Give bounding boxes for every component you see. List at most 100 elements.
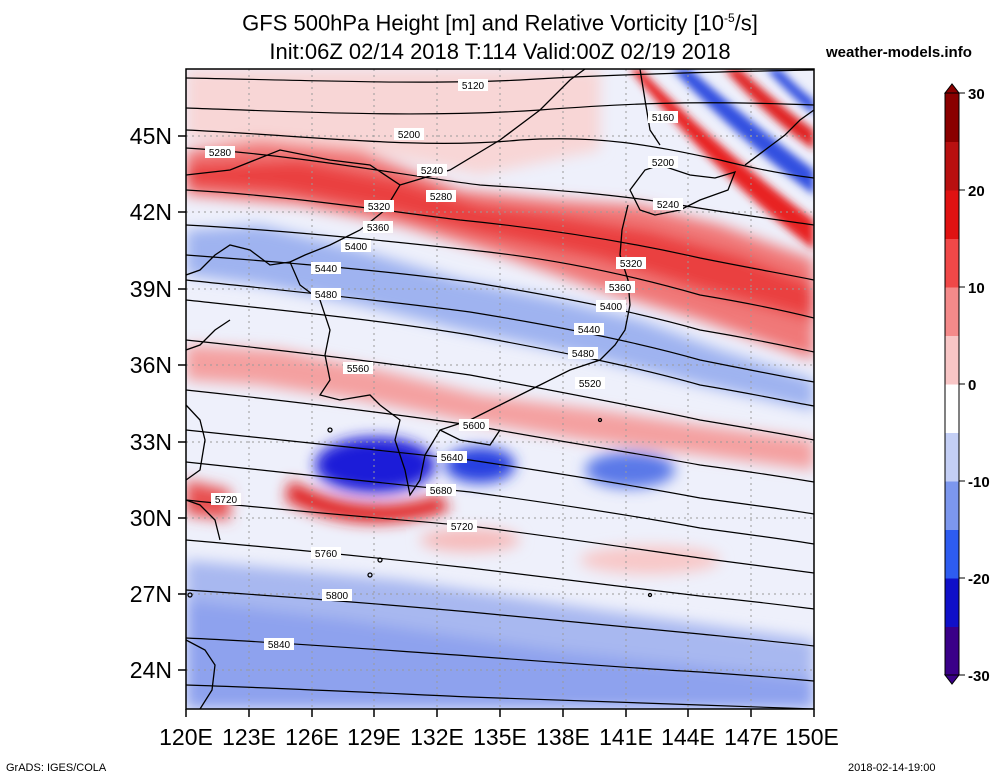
svg-text:5440: 5440	[578, 325, 601, 336]
contour-label: 5680	[426, 484, 456, 497]
colorbar-segment	[945, 529, 959, 579]
lat-label: 42N	[130, 199, 172, 225]
contour-label: 5760	[311, 547, 341, 560]
svg-text:5840: 5840	[268, 640, 291, 651]
chart-subtitle: Init:06Z 02/14 2018 T:114 Valid:00Z 02/1…	[269, 39, 731, 64]
svg-text:5240: 5240	[657, 200, 680, 211]
chart-title: GFS 500hPa Height [m] and Relative Vorti…	[242, 10, 758, 36]
lon-label: 120E	[159, 724, 213, 750]
contour-label: 5320	[364, 200, 394, 213]
svg-text:5400: 5400	[345, 242, 368, 253]
colorbar-label: 20	[968, 183, 985, 200]
height-contours	[186, 69, 814, 709]
svg-text:5200: 5200	[652, 158, 675, 169]
colorbar-segment	[945, 287, 959, 336]
contour-label: 5480	[568, 347, 598, 360]
svg-text:5160: 5160	[652, 113, 675, 124]
colorbar-label: 0	[968, 377, 976, 394]
contour-label: 5800	[322, 589, 352, 602]
colorbar-segment	[945, 335, 959, 385]
svg-text:5440: 5440	[315, 264, 338, 275]
colorbar-label: 10	[968, 280, 985, 297]
svg-text:5680: 5680	[430, 486, 453, 497]
svg-text:5560: 5560	[347, 364, 370, 375]
axis-ticks	[178, 135, 815, 717]
lat-label: 39N	[130, 276, 172, 302]
svg-text:5280: 5280	[430, 192, 453, 203]
contour-label: 5560	[343, 362, 373, 375]
svg-text:5200: 5200	[398, 130, 421, 141]
colorbar-segment	[945, 481, 959, 530]
latitude-labels: 45N 42N 39N 36N 33N 30N 27N 24N	[130, 123, 172, 683]
lon-label: 150E	[785, 724, 839, 750]
lon-label: 135E	[473, 724, 527, 750]
contour-label: 5200	[394, 128, 424, 141]
svg-text:5120: 5120	[462, 81, 485, 92]
footer-timestamp: 2018-02-14-19:00	[848, 762, 936, 774]
colorbar-segment	[945, 238, 959, 288]
contour-labels: 5120 5160 5200 5200 5240 5240 5280 5280 …	[205, 79, 683, 651]
contour-label: 5720	[211, 493, 241, 506]
colorbar-segment	[945, 432, 959, 482]
svg-text:5320: 5320	[620, 259, 643, 270]
svg-text:5240: 5240	[421, 166, 444, 177]
colorbar-segment	[945, 384, 959, 433]
colorbar-label: -30	[968, 668, 990, 685]
lon-label: 138E	[536, 724, 590, 750]
lat-label: 24N	[130, 657, 172, 683]
contour-label: 5360	[363, 221, 393, 234]
svg-text:5720: 5720	[215, 495, 238, 506]
svg-text:5760: 5760	[315, 549, 338, 560]
contour-label: 5360	[605, 281, 635, 294]
contour-label: 5400	[596, 300, 626, 313]
colorbar-top-arrow	[943, 83, 961, 94]
svg-text:5320: 5320	[368, 202, 391, 213]
colorbar-ticks	[959, 92, 965, 676]
contour-label: 5160	[648, 111, 678, 124]
lat-label: 27N	[130, 581, 172, 607]
contour-label: 5600	[459, 419, 489, 432]
contour-label: 5440	[574, 323, 604, 336]
contour-label: 5280	[205, 146, 235, 159]
contour-label: 5240	[417, 164, 447, 177]
contour-label: 5400	[341, 240, 371, 253]
contour-label: 5240	[653, 198, 683, 211]
lon-label: 141E	[599, 724, 653, 750]
svg-text:5360: 5360	[367, 223, 390, 234]
lon-label: 144E	[661, 724, 715, 750]
contour-label: 5320	[616, 257, 646, 270]
contour-label: 5440	[311, 262, 341, 275]
longitude-labels: 120E 123E 126E 129E 132E 135E 138E 141E …	[159, 724, 839, 750]
contour-label: 5200	[648, 156, 678, 169]
contour-label: 5480	[311, 288, 341, 301]
footer-software: GrADS: IGES/COLA	[6, 762, 107, 774]
colorbar-bottom-arrow	[943, 674, 961, 685]
graticule	[186, 69, 814, 709]
lon-label: 126E	[285, 724, 339, 750]
contour-label: 5720	[447, 520, 477, 533]
contour-label: 5640	[437, 451, 467, 464]
lon-label: 147E	[724, 724, 778, 750]
colorbar-segment	[945, 626, 959, 676]
lat-label: 45N	[130, 123, 172, 149]
contour-label: 5840	[264, 638, 294, 651]
svg-text:5600: 5600	[463, 421, 486, 432]
lon-label: 123E	[222, 724, 276, 750]
colorbar-label: -20	[968, 571, 990, 588]
svg-text:5800: 5800	[326, 591, 349, 602]
colorbar: 30 20 10 0 -10 -20 -30	[943, 83, 990, 685]
colorbar-segment	[945, 93, 959, 142]
colorbar-label: -10	[968, 474, 990, 491]
svg-text:5640: 5640	[441, 453, 464, 464]
colorbar-segment	[945, 141, 959, 191]
svg-text:5400: 5400	[600, 302, 623, 313]
lat-label: 36N	[130, 352, 172, 378]
colorbar-label: 30	[968, 86, 985, 103]
svg-text:5480: 5480	[572, 349, 595, 360]
contour-label: 5280	[426, 190, 456, 203]
svg-text:5480: 5480	[315, 290, 338, 301]
colorbar-segment	[945, 190, 959, 239]
brand-watermark: weather-models.info	[826, 44, 972, 61]
colorbar-segments	[945, 93, 959, 676]
